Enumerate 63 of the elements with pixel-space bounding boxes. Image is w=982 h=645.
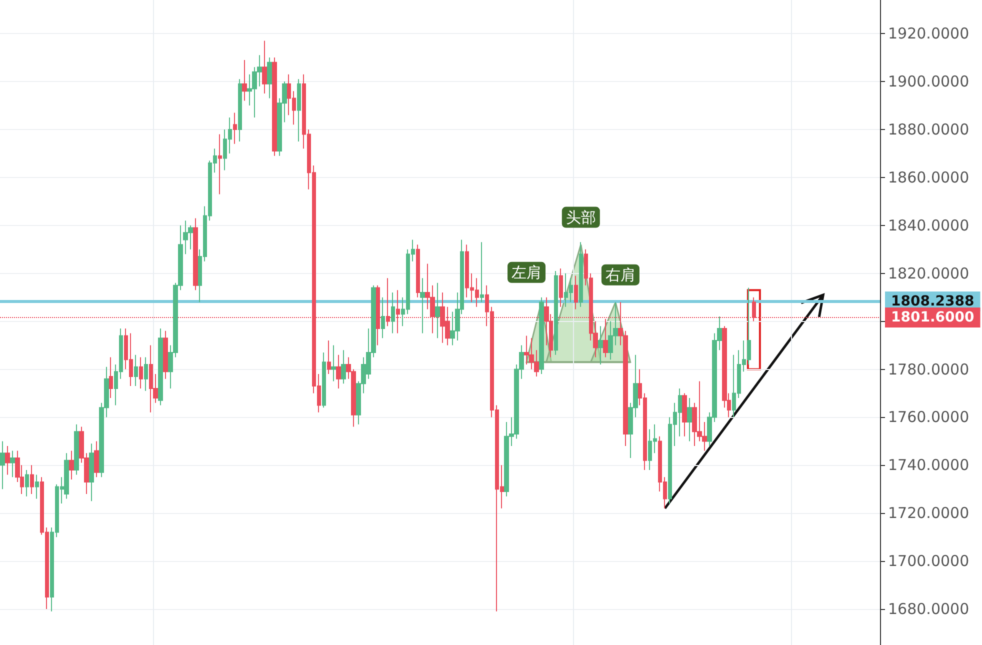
y-tick-label: 1700.0000 <box>888 552 970 570</box>
candlestick <box>109 356 113 399</box>
candlestick <box>336 354 341 389</box>
candlestick <box>89 443 94 502</box>
candlestick <box>598 326 603 365</box>
y-tick-label: 1740.0000 <box>888 456 970 474</box>
y-tick-label: 1680.0000 <box>888 600 970 618</box>
candlestick <box>420 278 425 334</box>
candlestick <box>297 78 301 142</box>
ref-line-label: 1801.6000 <box>891 309 975 326</box>
candlestick <box>322 352 326 408</box>
candlestick <box>94 440 99 478</box>
candlestick <box>682 392 687 437</box>
candlestick <box>35 474 39 500</box>
candlestick <box>5 445 10 476</box>
candlestick <box>416 244 420 298</box>
candlestick <box>163 330 168 380</box>
candlestick <box>559 268 563 308</box>
candlestick <box>134 354 138 387</box>
candlestick <box>341 350 346 384</box>
y-tick-label: 1840.0000 <box>888 216 970 234</box>
y-tick-label: 1780.0000 <box>888 360 970 378</box>
candlestick <box>30 464 34 494</box>
ref-line-label: 1808.2388 <box>891 294 974 310</box>
y-tick-label: 1860.0000 <box>888 168 970 186</box>
y-tick-label: 1760.0000 <box>888 408 970 426</box>
candlestick <box>25 469 29 497</box>
candlestick <box>238 78 242 142</box>
candlestick <box>381 296 385 339</box>
candlestick <box>331 344 336 382</box>
candlestick <box>267 57 272 99</box>
candlestick <box>69 450 74 480</box>
candlestick <box>233 112 237 144</box>
candlestick <box>139 356 143 389</box>
y-tick-label: 1820.0000 <box>888 264 970 282</box>
candlestick <box>242 59 247 102</box>
candlestick <box>10 450 15 478</box>
candlestick <box>539 296 544 375</box>
candlestick <box>74 424 79 476</box>
candlestick <box>0 440 5 490</box>
annotation: 头部 <box>566 208 596 226</box>
candlestick <box>574 275 578 310</box>
candlestick <box>391 292 395 334</box>
annotation: 左肩 <box>512 263 542 282</box>
y-tick-label: 1880.0000 <box>888 120 970 138</box>
candlestick <box>603 318 608 358</box>
candlestick <box>272 57 277 156</box>
candlestick <box>435 282 440 339</box>
candlestick <box>687 398 692 442</box>
annotation: 右肩 <box>605 266 636 284</box>
candlestick <box>554 270 558 356</box>
candlestick <box>64 452 69 500</box>
candlestick <box>480 242 484 303</box>
candlestick <box>158 328 163 406</box>
candlestick <box>579 242 583 308</box>
candlestick <box>218 134 222 195</box>
candlestick <box>327 340 331 375</box>
y-tick-label: 1900.0000 <box>888 72 970 91</box>
y-tick-label: 1920.0000 <box>888 24 970 43</box>
candlestick <box>193 218 198 291</box>
candlestick <box>262 40 267 94</box>
y-tick-label: 1720.0000 <box>888 504 970 522</box>
candlestick <box>144 356 148 392</box>
